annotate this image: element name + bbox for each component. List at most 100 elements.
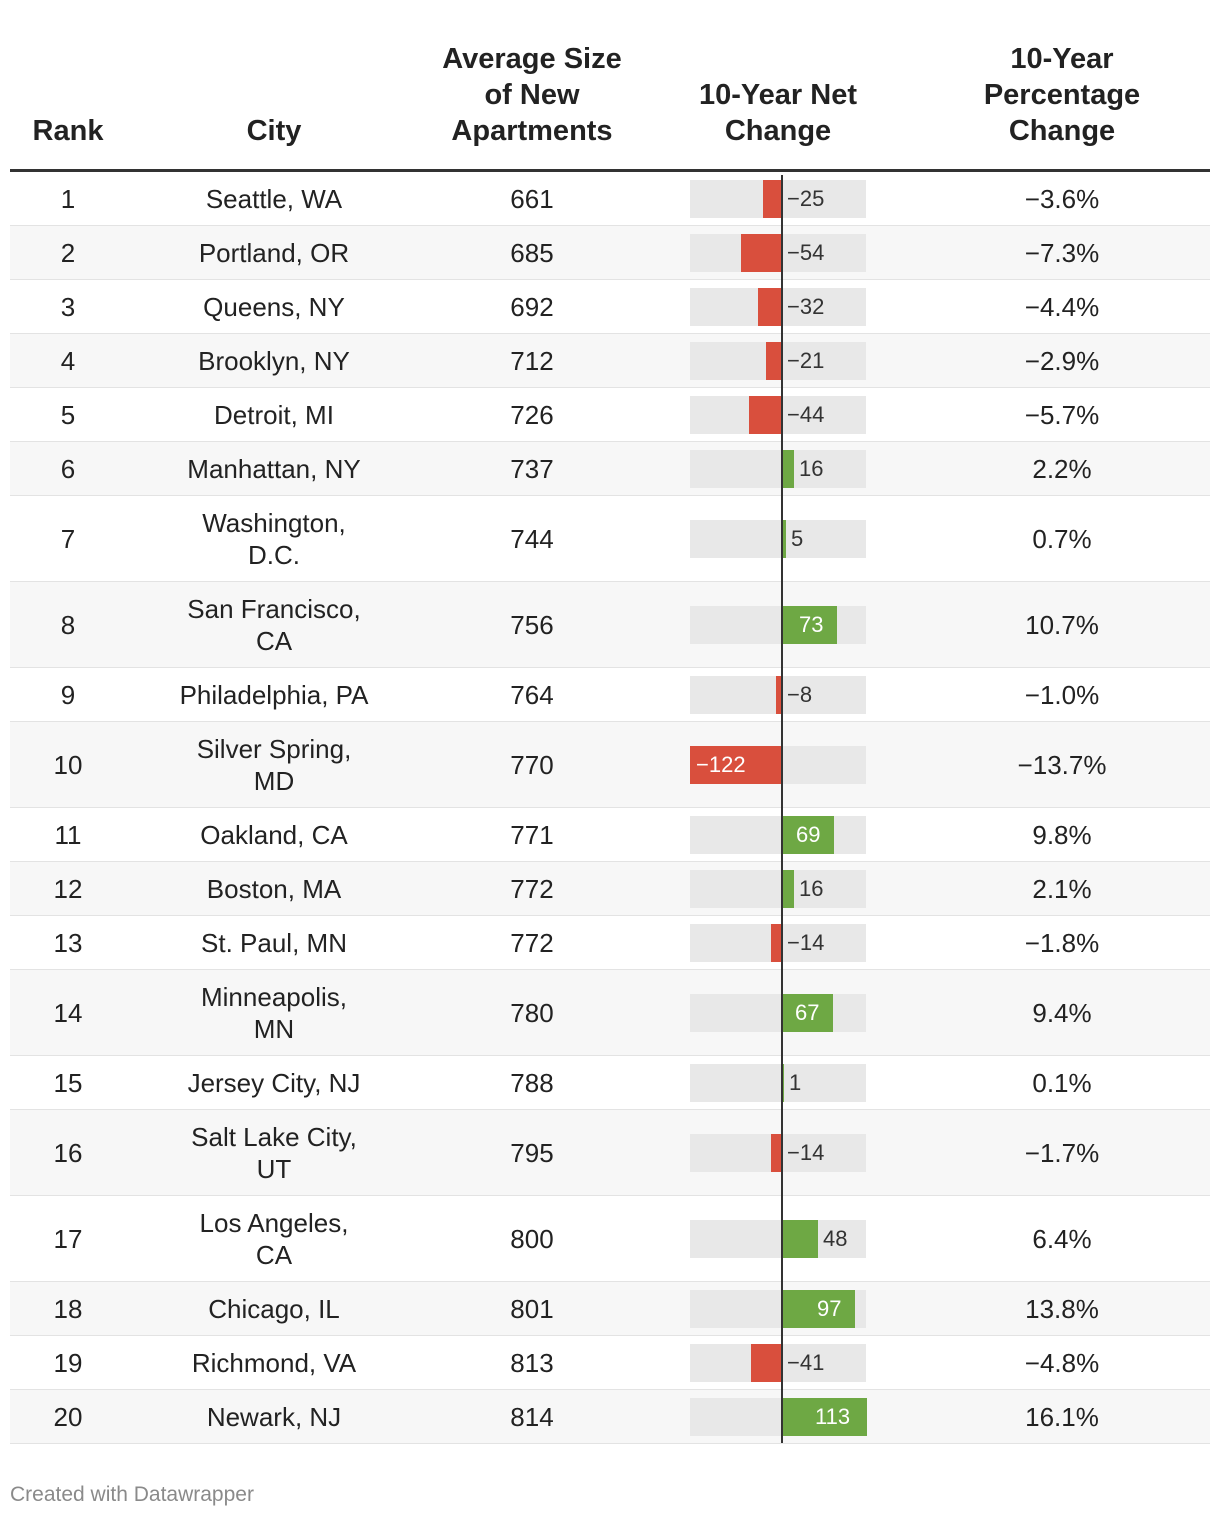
header-avg-line3: Apartments <box>451 115 613 147</box>
average-size-cell: 771 <box>510 819 554 850</box>
net-change-bar-cell: −14 <box>690 1110 866 1195</box>
bar-background <box>690 1064 866 1102</box>
average-size-cell: 801 <box>510 1293 554 1324</box>
header-rank-label: Rank <box>32 115 104 147</box>
net-change-bar-cell: −44 <box>690 388 866 441</box>
city-name: Boston, MA <box>207 873 341 905</box>
city-cell: Chicago, IL <box>126 1282 422 1335</box>
rank-cell: 5 <box>60 399 76 430</box>
average-size-cell: 685 <box>510 237 554 268</box>
city-cell: Jersey City, NJ <box>126 1056 422 1109</box>
bar-value-label: 16 <box>799 876 824 901</box>
rank-cell: 19 <box>53 1347 83 1378</box>
negative-bar <box>690 746 782 784</box>
table-row: 3 Queens, NY 692 −32 −4.4% <box>10 280 1210 334</box>
percentage-change-cell: 6.4% <box>1032 1223 1092 1254</box>
bar-value-label: 73 <box>799 612 824 637</box>
city-name-line1: St. Paul, MN <box>201 927 347 958</box>
negative-bar <box>771 1134 782 1172</box>
city-name: Richmond, VA <box>192 1347 356 1379</box>
percentage-change-cell: −4.8% <box>1024 1347 1100 1378</box>
city-name: Chicago, IL <box>208 1293 340 1325</box>
positive-bar <box>782 520 786 558</box>
average-size-cell: 770 <box>510 749 554 780</box>
percentage-change-cell: 9.8% <box>1032 819 1092 850</box>
negative-bar <box>758 288 782 326</box>
average-size-cell: 744 <box>510 523 554 554</box>
rank-cell: 13 <box>53 927 83 958</box>
rank-cell: 11 <box>54 819 82 850</box>
percentage-change-cell: −1.7% <box>1024 1137 1100 1168</box>
net-change-bar-cell: 67 <box>690 970 866 1055</box>
bar-value-label: −54 <box>787 240 825 265</box>
rank-cell: 15 <box>53 1067 83 1098</box>
percentage-change-cell: 9.4% <box>1032 997 1092 1028</box>
header-city-label: City <box>246 115 302 147</box>
net-change-bar-cell: 113 <box>690 1390 867 1443</box>
rank-cell: 10 <box>53 749 83 780</box>
net-change-bar-cell: 1 <box>690 1056 866 1109</box>
net-change-bar-cell: 97 <box>690 1282 866 1335</box>
bar-value-label: 48 <box>823 1226 848 1251</box>
credit-text: Created with Datawrapper <box>10 1483 254 1506</box>
zero-axis-line <box>781 175 783 1443</box>
percentage-change-cell: 0.7% <box>1032 523 1092 554</box>
city-name: Detroit, MI <box>214 399 334 431</box>
city-name: Silver Spring, MD <box>197 733 352 797</box>
bar-value-label: 5 <box>791 526 804 551</box>
percentage-change-cell: 13.8% <box>1025 1293 1099 1324</box>
rank-cell: 8 <box>60 609 76 640</box>
city-cell: Minneapolis, MN <box>126 970 422 1055</box>
city-name-line1: Minneapolis, <box>201 981 347 1012</box>
city-name: Queens, NY <box>203 291 345 323</box>
city-name-line1: San Francisco, <box>187 593 361 624</box>
average-size-cell: 764 <box>510 679 554 710</box>
negative-bar <box>766 342 782 380</box>
bar-value-label: 69 <box>796 822 821 847</box>
city-name-line2: D.C. <box>248 539 300 570</box>
average-size-cell: 814 <box>510 1401 554 1432</box>
bar-background <box>690 1220 866 1258</box>
city-name-line2: CA <box>255 625 293 656</box>
negative-bar <box>776 676 782 714</box>
negative-bar <box>749 396 782 434</box>
net-change-bar-cell: 16 <box>690 862 866 915</box>
city-cell: Richmond, VA <box>126 1336 422 1389</box>
city-name-line1: Los Angeles, <box>199 1207 349 1238</box>
city-name: Philadelphia, PA <box>180 679 369 711</box>
rank-cell: 17 <box>53 1223 83 1254</box>
rank-cell: 16 <box>53 1137 83 1168</box>
rank-cell: 12 <box>53 873 83 904</box>
city-name-line1: Washington, <box>202 507 346 538</box>
city-cell: Salt Lake City, UT <box>126 1110 422 1195</box>
negative-bar <box>741 234 782 272</box>
city-name: Salt Lake City, UT <box>191 1121 357 1185</box>
city-name-line1: Portland, OR <box>198 237 350 268</box>
percentage-change-cell: −1.8% <box>1024 927 1100 958</box>
bar-value-label: 113 <box>815 1404 851 1429</box>
bar-value-label: −14 <box>787 930 825 955</box>
positive-bar <box>782 1064 784 1102</box>
table-row: 1 Seattle, WA 661 −25 −3.6% <box>10 172 1210 226</box>
city-name-line1: Richmond, VA <box>191 1347 357 1378</box>
rank-cell: 9 <box>60 679 76 710</box>
average-size-cell: 780 <box>510 997 554 1028</box>
bar-background <box>690 606 866 644</box>
table-row: 8 San Francisco, CA 756 73 10.7% <box>10 582 1210 668</box>
net-change-bar-cell: −8 <box>690 668 866 721</box>
header-net-line1: 10-Year Net <box>699 79 857 111</box>
table-header: Rank City Average Size of New Apartments… <box>10 0 1210 172</box>
bar-value-label: −44 <box>787 402 825 427</box>
city-name: Brooklyn, NY <box>198 345 350 377</box>
percentage-change-cell: −13.7% <box>1017 749 1107 780</box>
table-row: 18 Chicago, IL 801 97 13.8% <box>10 1282 1210 1336</box>
rank-cell: 20 <box>53 1401 83 1432</box>
header-avg-line1: Average Size <box>442 43 622 75</box>
average-size-cell: 661 <box>510 183 554 214</box>
positive-bar <box>782 606 837 644</box>
average-size-cell: 692 <box>510 291 554 322</box>
city-name-line1: Oakland, CA <box>200 819 348 850</box>
rank-cell: 3 <box>60 291 76 322</box>
city-cell: Newark, NJ <box>126 1390 422 1443</box>
bar-background <box>690 870 866 908</box>
